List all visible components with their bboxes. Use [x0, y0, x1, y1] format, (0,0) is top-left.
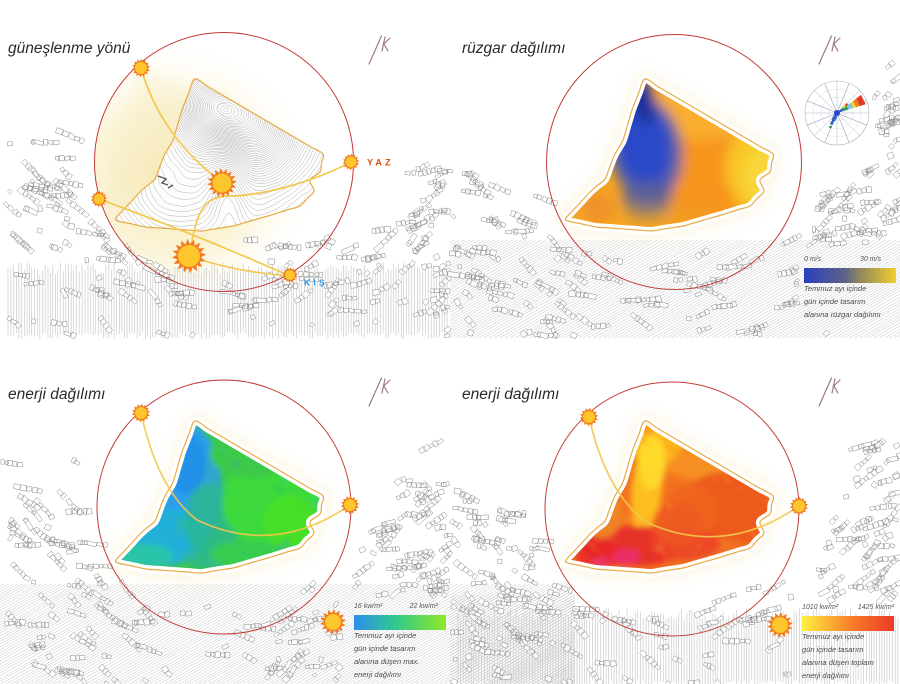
svg-text:1425 kw/m²: 1425 kw/m²: [858, 604, 895, 611]
svg-text:1010 kw/m²: 1010 kw/m²: [802, 604, 839, 611]
svg-text:Temmuz ayı içinde: Temmuz ayı içinde: [804, 284, 866, 293]
svg-text:enerji dağılımı: enerji dağılımı: [8, 386, 105, 403]
svg-text:gün içinde tasarım: gün içinde tasarım: [802, 645, 863, 654]
svg-text:16 kw/m²: 16 kw/m²: [354, 603, 383, 610]
svg-text:Temmuz ayı içinde: Temmuz ayı içinde: [354, 631, 416, 640]
svg-text:alanına rüzgar dağılımı: alanına rüzgar dağılımı: [804, 310, 881, 319]
svg-text:enerji dağılımı: enerji dağılımı: [462, 386, 559, 403]
svg-text:0 m/s: 0 m/s: [804, 256, 822, 263]
svg-text:30 m/s: 30 m/s: [860, 256, 882, 263]
svg-text:YAZ: YAZ: [367, 158, 394, 168]
svg-text:gün içinde tasarım: gün içinde tasarım: [354, 644, 415, 653]
svg-text:22 kw/m²: 22 kw/m²: [409, 603, 439, 610]
svg-text:enerji dağılımı: enerji dağılımı: [354, 670, 401, 679]
svg-text:Temmuz ayı içinde: Temmuz ayı içinde: [802, 632, 864, 641]
svg-text:gün içinde tasarım: gün içinde tasarım: [804, 297, 865, 306]
svg-text:enerji dağılımı: enerji dağılımı: [802, 671, 849, 680]
svg-text:alanına düşen max.: alanına düşen max.: [354, 657, 419, 666]
svg-text:rüzgar dağılımı: rüzgar dağılımı: [462, 40, 565, 57]
svg-text:güneşlenme yönü: güneşlenme yönü: [8, 40, 131, 57]
svg-text:KIŞ: KIŞ: [304, 278, 328, 288]
svg-text:alanına düşen toplam: alanına düşen toplam: [802, 658, 874, 667]
